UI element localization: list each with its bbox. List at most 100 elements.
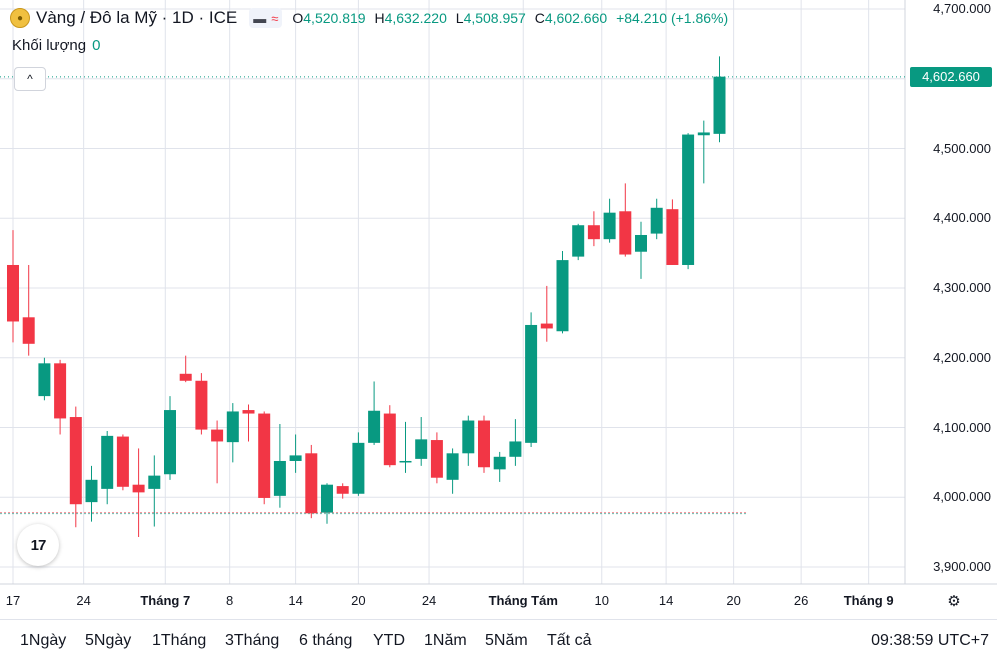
chart-grid [0,0,997,585]
candle [38,357,51,401]
candle-body [101,435,114,489]
candle-body [289,455,302,461]
time-tick-label: Tháng Tám [488,593,558,608]
candle [572,223,585,261]
candle-body [179,373,192,381]
gear-icon[interactable]: ⚙ [947,593,961,610]
range-5d-button[interactable]: 5Ngày [85,632,132,649]
candle [587,211,600,247]
candlestick-chart[interactable] [0,0,997,619]
candle [336,483,349,499]
candle [619,183,632,257]
candle-body [211,429,224,442]
candle-body [556,260,569,332]
volume-label[interactable]: Khối lượng [12,37,87,54]
price-tick-label: 4,500.000 [933,140,991,156]
candle [22,264,35,356]
range-5y-button[interactable]: 5Năm [485,632,528,649]
candle [305,444,318,519]
range-ytd-button[interactable]: YTD [373,632,405,649]
candle-body [697,132,710,136]
time-tick-label: 17 [5,593,21,608]
candle-body [635,234,647,252]
candle [179,355,192,383]
price-tick-label: 4,300.000 [933,280,991,295]
candle-body [682,134,695,265]
candle [368,381,381,445]
time-tick-label: 14 [288,593,303,608]
candle [540,285,553,342]
candle-body [195,380,208,430]
candle [273,424,286,508]
candle-body [650,207,663,234]
candle-body [462,420,475,454]
close-label: C [534,10,545,26]
price-tick-label: 4,200.000 [933,349,991,365]
range-3m-button[interactable]: 3Tháng [225,632,280,649]
time-tick-label: Tháng 7 [140,593,191,608]
ohlc-values: O4,520.819 H4,632.220 L4,508.957 C4,602.… [292,10,733,26]
low-label: L [455,10,464,26]
candle-body [399,460,412,463]
open-value: 4,520.819 [303,10,366,26]
time-tick-label: Tháng 9 [843,593,894,608]
tradingview-logo[interactable]: 17 [17,524,59,566]
candle-body [226,411,239,443]
candle [525,312,538,448]
candle-body [7,264,19,322]
candle-body [509,441,522,457]
range-1m-button[interactable]: 1Tháng [152,632,207,649]
symbol-title[interactable]: Vàng / Đô la Mỹ · 1D · ICE [36,8,238,27]
candle [603,198,616,243]
price-tick-label: 4,700.000 [933,1,991,16]
candle [682,133,695,270]
candle [7,230,19,343]
time-tick-label: 10 [594,593,609,608]
last-price-tag: 4,602.660 [910,66,992,87]
candle [289,434,302,473]
time-tick-label: 24 [76,593,91,608]
candle-body [258,413,271,498]
candle [556,251,569,334]
candle [383,405,396,468]
candle-body [116,436,129,487]
candle-body [305,453,318,514]
candle [650,198,663,240]
chart-style-toggle[interactable]: ▬ ≈ [249,8,283,28]
candle-body [85,479,98,503]
gold-coin-icon: ● [10,8,30,28]
range-1d-button[interactable]: 1Ngày [20,632,67,649]
volume-legend: Khối lượng 0 [12,37,100,54]
candle-body [619,211,632,255]
time-tick-label: 24 [421,593,437,608]
candle [101,430,114,505]
candle [666,199,679,265]
time-tick-label: 26 [793,593,809,608]
candle-body [38,363,51,397]
candle-body [493,456,506,470]
clock-timezone[interactable]: 09:38:59 UTC+7 [871,632,989,649]
candle-body [148,475,161,489]
candle [321,483,333,524]
candle [195,373,208,435]
candle [430,432,443,484]
candle [509,419,522,466]
range-1y-button[interactable]: 1Năm [424,632,467,649]
price-tick-label: 4,400.000 [933,210,991,226]
minus-icon: ▬ [253,10,267,26]
candle [132,448,145,538]
candle [148,455,161,527]
candle [164,396,176,480]
candle-body [430,440,443,478]
candle [211,420,224,484]
range-all-button[interactable]: Tất cả [547,632,592,649]
candle-body [336,486,349,494]
high-label: H [374,10,385,26]
range-6m-button[interactable]: 6 tháng [299,632,353,649]
candle [226,403,239,463]
candle [54,359,67,435]
collapse-legend-button[interactable]: ^ [14,67,46,91]
candle-body [368,410,381,443]
candle [713,56,726,143]
candle-body [603,212,616,240]
